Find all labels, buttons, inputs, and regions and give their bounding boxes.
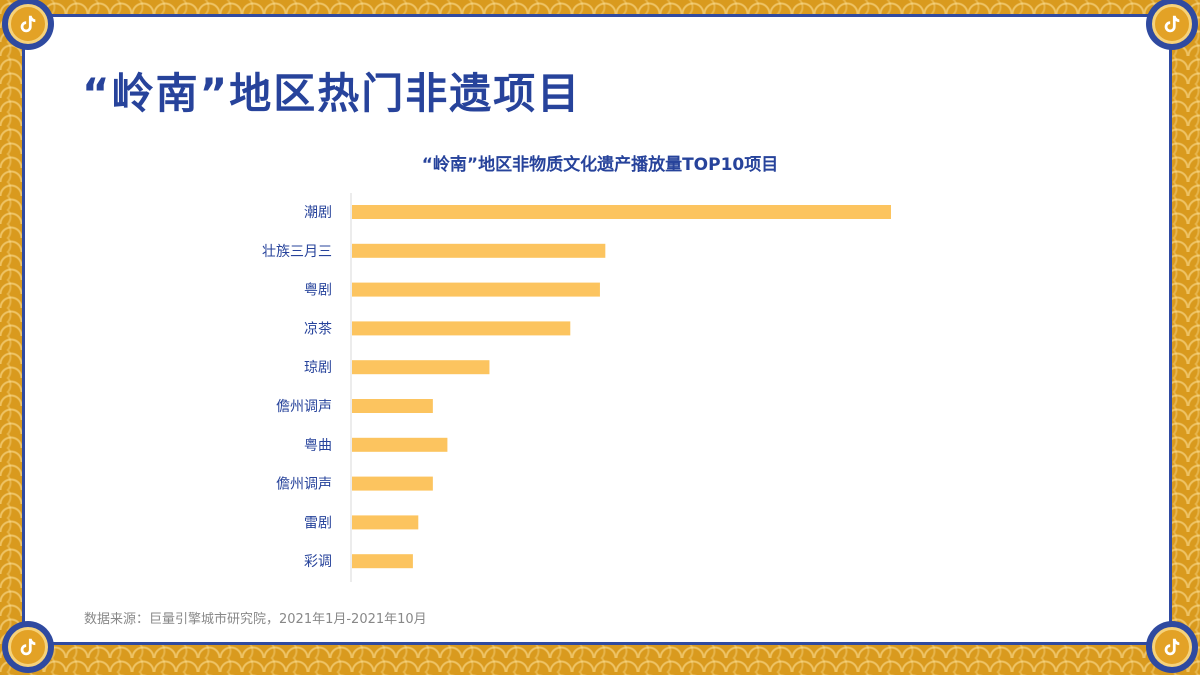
bar-4	[352, 360, 490, 375]
category-label-9: 彩调	[304, 554, 332, 570]
category-label-1: 壮族三月三	[262, 244, 332, 260]
category-label-7: 儋州调声	[276, 477, 332, 493]
tiktok-icon	[1164, 15, 1180, 33]
tiktok-icon	[20, 638, 36, 656]
category-label-2: 粤剧	[304, 283, 332, 299]
category-label-3: 凉茶	[304, 321, 332, 337]
corner-badge-bottom-left	[2, 621, 54, 673]
content-panel	[22, 14, 1172, 645]
tiktok-icon	[20, 15, 36, 33]
bar-5	[352, 399, 433, 413]
data-source-note: 数据来源：巨量引擎城市研究院，2021年1月-2021年10月	[84, 612, 427, 627]
bar-1	[352, 243, 606, 258]
bar-8	[352, 515, 419, 530]
corner-badge-top-left	[2, 0, 54, 50]
bar-0	[352, 205, 891, 219]
tiktok-icon	[1164, 638, 1180, 656]
page-title: “岭南”地区热门非遗项目	[82, 69, 582, 118]
corner-badge-top-right	[1146, 0, 1198, 50]
category-label-0: 潮剧	[304, 205, 332, 221]
bar-6	[352, 437, 448, 452]
category-label-4: 琼剧	[304, 360, 332, 376]
corner-badge-bottom-right	[1146, 621, 1198, 673]
category-label-6: 粤曲	[304, 438, 332, 454]
category-label-8: 雷剧	[304, 515, 332, 531]
bar-3	[352, 321, 571, 336]
bar-7	[352, 476, 433, 491]
bar-9	[352, 554, 413, 569]
bar-2	[352, 282, 600, 297]
chart-title: “岭南”地区非物质文化遗产播放量TOP10项目	[421, 155, 779, 175]
category-label-5: 儋州调声	[276, 399, 332, 415]
